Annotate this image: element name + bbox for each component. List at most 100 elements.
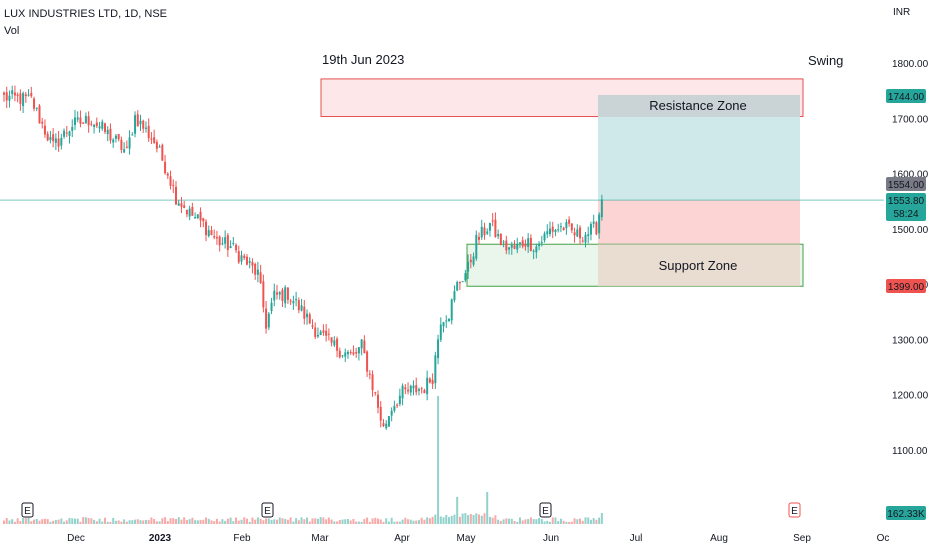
volume-bar xyxy=(11,519,14,524)
volume-bar xyxy=(346,519,349,524)
volume-bar xyxy=(60,518,63,524)
volume-bar xyxy=(33,519,36,524)
candle xyxy=(65,125,68,138)
volume-bar xyxy=(524,519,527,524)
candle xyxy=(543,231,546,243)
candle xyxy=(306,309,309,325)
volume-bar xyxy=(155,521,158,524)
volume-bar xyxy=(439,516,442,524)
volume-bar xyxy=(390,517,393,524)
candle xyxy=(562,226,565,231)
candle xyxy=(142,119,145,133)
candle xyxy=(516,237,519,254)
volume-bar xyxy=(475,513,478,524)
volume-bar xyxy=(576,519,579,524)
volume-layer xyxy=(3,396,603,524)
candle xyxy=(24,91,27,103)
volume-bar xyxy=(366,517,369,524)
candle xyxy=(497,229,500,240)
volume-bar xyxy=(286,519,289,524)
volume-bar xyxy=(426,517,429,524)
candle xyxy=(276,284,278,300)
volume-indicator-label[interactable]: Vol xyxy=(4,25,20,37)
candle xyxy=(426,370,429,401)
support-zone-label: Support Zone xyxy=(659,258,738,273)
volume-bar xyxy=(341,519,344,524)
candle xyxy=(153,129,156,144)
candle xyxy=(104,122,107,135)
volume-bar xyxy=(371,518,374,524)
volume-bar xyxy=(428,518,431,524)
volume-bar xyxy=(68,517,71,524)
candle xyxy=(483,222,486,240)
volume-bar xyxy=(235,517,238,524)
volume-bar xyxy=(412,520,415,524)
candle xyxy=(180,197,183,214)
volume-bar xyxy=(573,518,576,524)
volume-bar xyxy=(128,520,131,524)
volume-bar xyxy=(538,517,541,524)
volume-bar xyxy=(401,519,404,524)
volume-bar xyxy=(535,519,538,524)
volume-bar xyxy=(289,517,292,524)
volume-bar xyxy=(415,520,418,524)
time-tick-label: 2023 xyxy=(149,533,172,544)
candle xyxy=(374,391,377,396)
candle xyxy=(117,133,120,142)
candle xyxy=(529,234,532,252)
candle xyxy=(382,419,385,427)
stop-price-label: 1399.00 xyxy=(886,279,926,293)
volume-bar xyxy=(551,517,554,524)
earnings-marker[interactable]: E xyxy=(21,502,34,518)
candle xyxy=(27,89,30,97)
candle xyxy=(412,380,415,396)
candle xyxy=(393,400,396,413)
time-axis[interactable]: Dec 2023 Feb Mar Apr May Jun Jul Aug Sep Oc xyxy=(67,533,889,544)
svg-text:1554.00: 1554.00 xyxy=(888,180,925,191)
earnings-marker[interactable]: E xyxy=(261,502,274,518)
volume-bar xyxy=(27,517,30,524)
volume-bar xyxy=(213,521,216,524)
candle xyxy=(194,212,197,219)
volume-bar xyxy=(174,519,177,524)
volume-bar xyxy=(494,515,497,524)
volume-bar xyxy=(396,521,399,524)
volume-bar xyxy=(398,521,401,524)
zones-layer xyxy=(0,78,884,287)
volume-bar xyxy=(196,520,199,524)
candle xyxy=(38,104,41,124)
earnings-marker-upcoming[interactable]: E xyxy=(788,502,801,518)
candle xyxy=(518,242,521,248)
volume-bar xyxy=(226,518,229,524)
candle xyxy=(461,281,464,283)
time-tick-label: Sep xyxy=(793,533,811,544)
date-note: 19th Jun 2023 xyxy=(322,52,404,67)
candle xyxy=(196,213,199,220)
volume-bar xyxy=(499,520,502,524)
volume-bar xyxy=(169,518,172,524)
candle xyxy=(57,131,60,152)
svg-text:E: E xyxy=(24,506,31,517)
volume-bar xyxy=(71,518,74,524)
volume-bar xyxy=(245,518,248,524)
volume-bar xyxy=(54,519,57,524)
candle xyxy=(587,226,590,244)
candle xyxy=(598,212,601,239)
earnings-marker[interactable]: E xyxy=(539,502,552,518)
volume-bar xyxy=(513,520,516,524)
volume-bar xyxy=(595,519,598,524)
volume-bar xyxy=(319,517,322,524)
candle xyxy=(535,243,538,259)
volume-bar xyxy=(210,520,213,524)
volume-bar xyxy=(557,521,560,524)
price-tick-label: 1600.00 xyxy=(892,170,929,181)
price-tick-label: 1700.00 xyxy=(892,114,929,125)
candle xyxy=(437,334,440,365)
volume-bar xyxy=(46,519,49,524)
candle xyxy=(202,217,205,228)
candle xyxy=(333,336,336,348)
candle xyxy=(322,324,325,336)
candle xyxy=(390,407,393,422)
volume-bar xyxy=(292,521,295,524)
